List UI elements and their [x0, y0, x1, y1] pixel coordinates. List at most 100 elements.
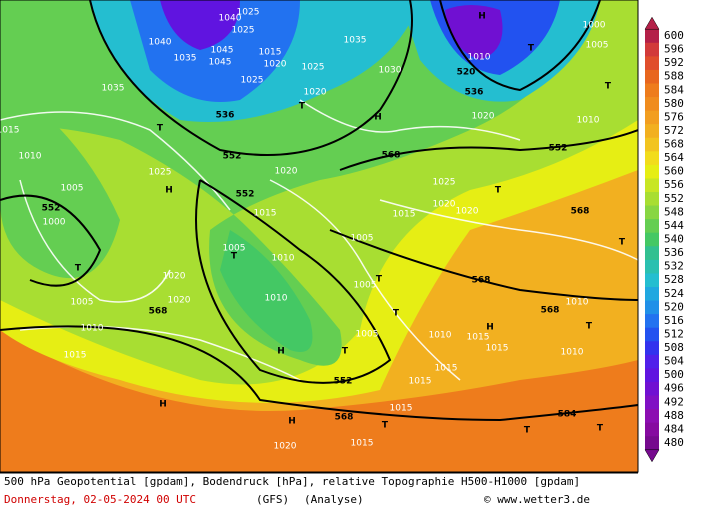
colorbar-label: 552	[664, 192, 684, 205]
map-label: H	[486, 323, 494, 333]
map-label: 1015	[351, 439, 374, 449]
map-label: T	[495, 186, 502, 196]
map-label: 1005	[586, 41, 609, 51]
colorbar-label: 492	[664, 395, 684, 408]
colorbar-arrow-top	[644, 16, 660, 30]
colorbar-swatch	[645, 300, 659, 315]
colorbar-label: 572	[664, 124, 684, 137]
map-label: T	[605, 82, 612, 92]
colorbar-label: 540	[664, 233, 684, 246]
map-label: H	[159, 400, 167, 410]
colorbar-swatch	[645, 178, 659, 193]
map-label: 552	[42, 204, 61, 214]
colorbar-label: 596	[664, 43, 684, 56]
map-background	[0, 0, 638, 472]
map-label: 1015	[486, 344, 509, 354]
colorbar: 6005965925885845805765725685645605565525…	[644, 16, 684, 463]
colorbar-swatch	[645, 124, 659, 139]
colorbar-swatch	[645, 286, 659, 302]
map-label: 1035	[344, 36, 367, 46]
map-label: 1015	[409, 377, 432, 387]
colorbar-label: 548	[664, 205, 684, 218]
map-label: 1015	[467, 333, 490, 343]
map-label: T	[586, 322, 593, 332]
map-label: 1005	[71, 298, 94, 308]
caption-credit: © www.wetter3.de	[484, 493, 590, 506]
colorbar-label: 576	[664, 110, 684, 123]
map-label: 552	[223, 152, 242, 162]
map-label: 568	[472, 276, 491, 286]
map-label: 1020	[168, 296, 191, 306]
map-label: 1005	[61, 184, 84, 194]
map-label: 1000	[43, 218, 66, 228]
map-label: 568	[335, 413, 354, 423]
colorbar-swatch	[645, 436, 659, 451]
colorbar-label: 496	[664, 382, 684, 395]
colorbar-label: 508	[664, 341, 684, 354]
map-label: 584	[558, 410, 577, 420]
map-label: 1015	[435, 364, 458, 374]
colorbar-label: 524	[664, 287, 684, 300]
map-label: 1035	[174, 54, 197, 64]
map-label: T	[299, 102, 306, 112]
map-label: 552	[549, 144, 568, 154]
map-label: 1015	[0, 126, 19, 136]
colorbar-swatch	[645, 42, 659, 57]
map-label: H	[165, 186, 173, 196]
map-label: 1045	[209, 58, 232, 68]
map-label: 1025	[237, 8, 260, 18]
colorbar-label: 488	[664, 409, 684, 422]
map-label: 1010	[566, 298, 589, 308]
colorbar-label: 580	[664, 97, 684, 110]
map-label: 1025	[232, 26, 255, 36]
colorbar-label: 588	[664, 70, 684, 83]
colorbar-swatch	[645, 368, 659, 383]
map-label: H	[288, 417, 296, 427]
colorbar-label: 520	[664, 300, 684, 313]
map-label: 1020	[275, 167, 298, 177]
colorbar-swatch	[645, 69, 659, 84]
colorbar-label: 584	[664, 83, 684, 96]
colorbar-label: 556	[664, 178, 684, 191]
colorbar-swatch	[645, 151, 659, 166]
map-label: 1025	[433, 178, 456, 188]
colorbar-label: 564	[664, 151, 684, 164]
map-label: 536	[465, 88, 484, 98]
map-label: 1020	[274, 442, 297, 452]
map-label: H	[478, 12, 486, 22]
map-label: 1015	[254, 209, 277, 219]
map-label: 1020	[472, 112, 495, 122]
colorbar-swatch	[645, 83, 659, 98]
map-label: 1045	[211, 46, 234, 56]
map-label: T	[342, 347, 349, 357]
map-frame	[0, 0, 639, 473]
caption-date: Donnerstag, 02-05-2024 00 UTC	[4, 493, 196, 506]
map-label: 536	[216, 111, 235, 121]
map-label: 1010	[265, 294, 288, 304]
map-label: 568	[571, 207, 590, 217]
colorbar-swatch	[645, 409, 659, 424]
map-label: 1005	[351, 234, 374, 244]
map-label: 1005	[354, 281, 377, 291]
map-label: 1025	[241, 76, 264, 86]
map-label: T	[597, 424, 604, 434]
map-label: 1035	[102, 84, 125, 94]
map-label: 568	[382, 151, 401, 161]
map-label: 1010	[19, 152, 42, 162]
caption-run: (Analyse)	[304, 493, 364, 506]
map-label: 1020	[433, 200, 456, 210]
colorbar-swatch	[645, 273, 659, 288]
map-label: 520	[457, 68, 476, 78]
map-label: 1025	[302, 63, 325, 73]
colorbar-label: 516	[664, 314, 684, 327]
colorbar-label: 512	[664, 327, 684, 340]
colorbar-swatch	[645, 259, 659, 274]
map-label: 568	[541, 306, 560, 316]
colorbar-arrow-bottom	[644, 449, 660, 463]
map-label: 1020	[163, 272, 186, 282]
colorbar-swatch	[645, 246, 659, 261]
colorbar-label: 500	[664, 368, 684, 381]
colorbar-label: 484	[664, 422, 684, 435]
map-label: 1015	[390, 404, 413, 414]
